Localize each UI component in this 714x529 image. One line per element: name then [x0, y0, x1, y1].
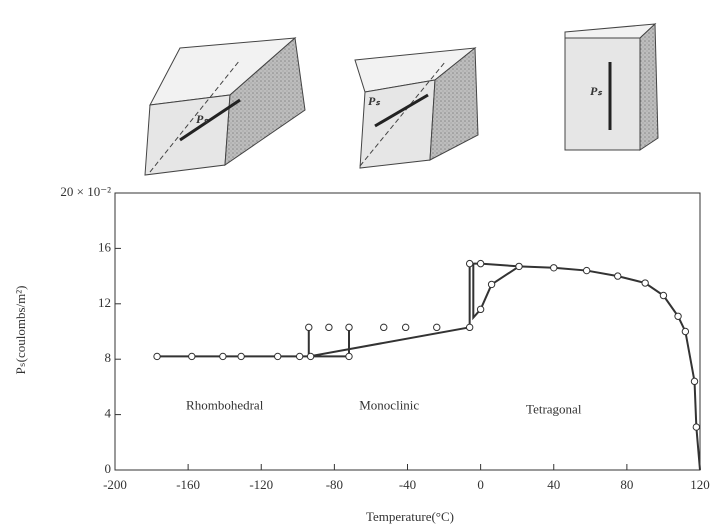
point	[465, 259, 474, 268]
point	[295, 352, 304, 361]
x-tick-label: 40	[547, 477, 560, 492]
point	[659, 291, 668, 300]
x-tick-label: 0	[477, 477, 484, 492]
phase-label: Tetragonal	[526, 401, 582, 416]
box-label: Pₛ	[196, 112, 208, 126]
y-axis-label: Pₛ(coulombs/m²)	[13, 286, 28, 375]
point	[582, 266, 591, 275]
point	[380, 323, 388, 332]
phase-label: Rhombohedral	[186, 397, 264, 412]
point	[219, 352, 227, 361]
point	[433, 323, 441, 332]
point	[237, 352, 245, 361]
point	[188, 352, 196, 361]
point	[690, 377, 699, 386]
point	[465, 323, 474, 332]
box-label: Pₛ	[368, 94, 380, 108]
y-tick-label: 4	[105, 406, 112, 421]
y-tick-label: 8	[105, 350, 112, 365]
point	[274, 352, 282, 361]
point	[325, 323, 333, 332]
phase-label: Monoclinic	[359, 397, 419, 412]
crystal-tetragonal	[564, 22, 659, 151]
y-tick-label: 0	[105, 461, 112, 476]
point	[306, 352, 315, 361]
crystal-rhombohedral	[144, 37, 306, 176]
point	[345, 352, 353, 361]
crystal-monoclinic	[354, 46, 479, 169]
point	[681, 327, 690, 336]
y-tick-label: 12	[98, 295, 111, 310]
point	[515, 262, 523, 271]
point	[345, 323, 353, 332]
x-tick-label: -120	[249, 477, 273, 492]
point	[614, 272, 622, 280]
point	[476, 305, 485, 314]
point	[674, 312, 682, 320]
curve	[157, 262, 701, 471]
point	[305, 323, 313, 332]
x-tick-label: 120	[690, 477, 710, 492]
point	[692, 423, 701, 431]
x-axis-label: Temperature(°C)	[366, 509, 454, 524]
box-label: Pₛ	[590, 84, 602, 98]
point	[401, 323, 410, 332]
y-tick-label: 16	[98, 239, 112, 254]
point	[153, 352, 161, 361]
point	[550, 264, 558, 272]
x-tick-label: -200	[103, 477, 127, 492]
point	[641, 279, 649, 287]
point	[476, 259, 485, 268]
x-tick-label: -80	[326, 477, 343, 492]
x-tick-label: -40	[399, 477, 416, 492]
plot-frame	[114, 192, 701, 471]
y-tick-label: 20 × 10⁻²	[60, 184, 111, 199]
x-tick-label: 80	[620, 477, 633, 492]
point	[487, 280, 496, 289]
x-tick-label: -160	[176, 477, 200, 492]
